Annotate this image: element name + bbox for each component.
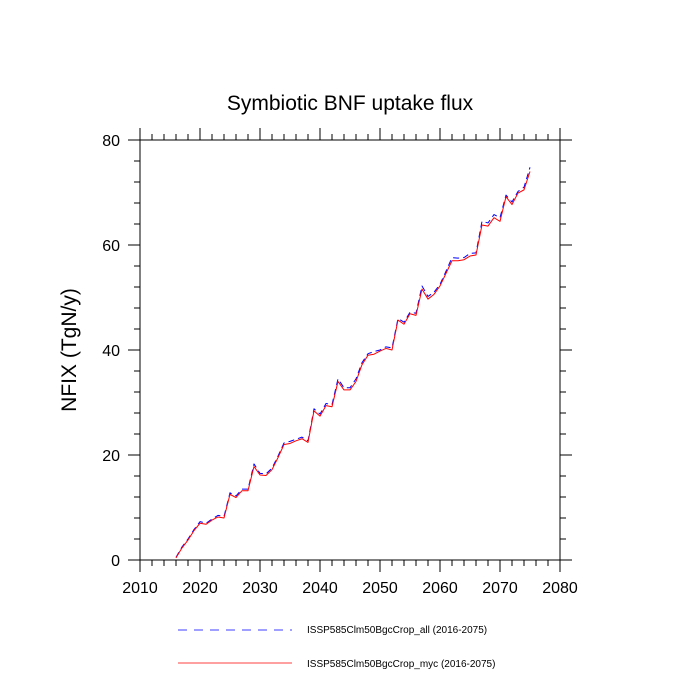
series-line-myc bbox=[175, 171, 531, 559]
axis-ticks: 2010 2020 2030 2040 2050 2060 2070 208002040608… bbox=[102, 128, 578, 597]
y-tick-label: 80 bbox=[102, 133, 120, 150]
chart-title: Symbiotic BNF uptake flux bbox=[227, 92, 474, 115]
x-tick-label: 2020 bbox=[182, 580, 218, 597]
y-axis-label: NFIX (TgN/y) bbox=[58, 288, 81, 412]
x-tick-label: 2010 bbox=[122, 580, 158, 597]
legend-label-all: ISSP585Clm50BgcCrop_all (2016-2075) bbox=[307, 625, 487, 636]
y-tick-label: 20 bbox=[102, 448, 120, 465]
x-tick-label: 2080 bbox=[542, 580, 578, 597]
x-tick-label: 2050 bbox=[362, 580, 398, 597]
x-tick-label: 2060 bbox=[422, 580, 458, 597]
x-tick-label: 2070 bbox=[482, 580, 518, 597]
plot-frame bbox=[139, 139, 561, 561]
series-layer bbox=[175, 167, 531, 559]
y-tick-label: 0 bbox=[111, 553, 120, 570]
y-tick-label: 60 bbox=[102, 238, 120, 255]
y-tick-label: 40 bbox=[102, 343, 120, 360]
x-tick-label: 2030 bbox=[242, 580, 278, 597]
legend: ISSP585Clm50BgcCrop_all (2016-2075) ISSP… bbox=[178, 625, 495, 670]
legend-label-myc: ISSP585Clm50BgcCrop_myc (2016-2075) bbox=[307, 659, 495, 670]
x-tick-label: 2040 bbox=[302, 580, 338, 597]
